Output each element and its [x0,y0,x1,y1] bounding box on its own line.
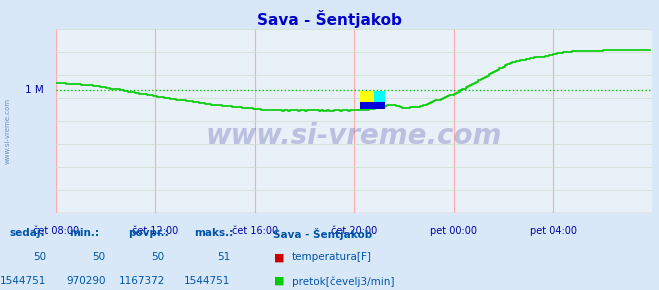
Text: www.si-vreme.com: www.si-vreme.com [5,97,11,164]
Text: Sava - Šentjakob: Sava - Šentjakob [273,228,373,240]
Text: čet 16:00: čet 16:00 [232,226,278,236]
Text: maks.:: maks.: [194,228,234,238]
Text: 970290: 970290 [66,276,105,286]
Text: 50: 50 [33,252,46,262]
Text: min.:: min.: [69,228,100,238]
Bar [374,90,386,102]
Text: 50: 50 [92,252,105,262]
Text: 1544751: 1544751 [0,276,46,286]
Text: čet 12:00: čet 12:00 [132,226,179,236]
Text: čet 20:00: čet 20:00 [331,226,378,236]
Text: čet 08:00: čet 08:00 [33,226,79,236]
Text: 1544751: 1544751 [185,276,231,286]
Text: temperatura[F]: temperatura[F] [292,252,372,262]
Text: sedaj:: sedaj: [10,228,45,238]
Text: 50: 50 [152,252,165,262]
Text: Sava - Šentjakob: Sava - Šentjakob [257,10,402,28]
Text: ■: ■ [273,252,284,262]
Bar [360,102,386,109]
Text: pet 00:00: pet 00:00 [430,226,477,236]
Text: 1167372: 1167372 [119,276,165,286]
Text: pet 04:00: pet 04:00 [530,226,577,236]
Text: povpr.:: povpr.: [129,228,169,238]
Text: 51: 51 [217,252,231,262]
Text: ■: ■ [273,276,284,286]
Text: 1 M: 1 M [25,85,43,95]
Text: www.si-vreme.com: www.si-vreme.com [206,122,502,150]
Bar [360,90,374,102]
Text: pretok[čevelj3/min]: pretok[čevelj3/min] [292,276,395,287]
